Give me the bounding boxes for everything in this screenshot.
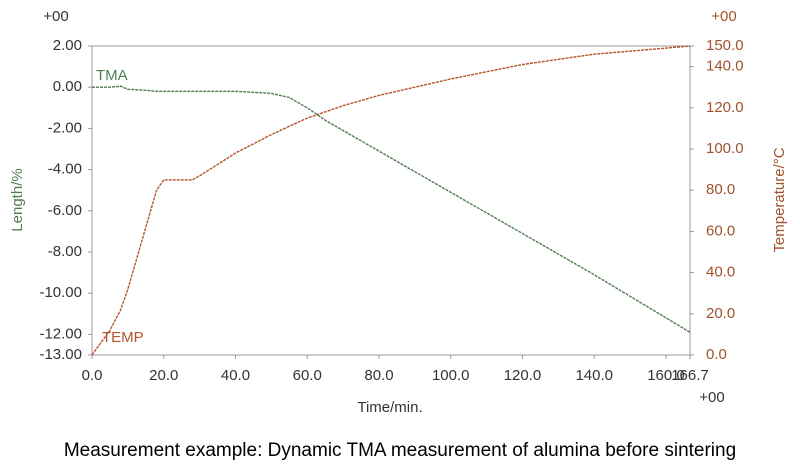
series-label: TMA [96,67,128,84]
series-line [92,85,691,333]
y-tick-label: -13.00 [39,346,82,363]
y-axis-title: Length/% [9,168,26,231]
y2-tick-label: 60.0 [706,222,735,239]
x-tick-label: 60.0 [293,367,322,384]
y-tick-label: 2.00 [53,37,82,54]
y2-tick-label: 140.0 [706,58,744,75]
x-tick-label: 120.0 [504,367,542,384]
x-tick-label: 0.0 [82,367,103,384]
x-exponent: +00 [699,389,724,406]
y-tick-label: -12.00 [39,325,82,342]
x-tick-label: 40.0 [221,367,250,384]
x-axis-title: Time/min. [357,399,422,416]
caption: Measurement example: Dynamic TMA measure… [64,440,736,461]
x-tick-label: 166.7 [671,367,709,384]
y-tick-label: -6.00 [48,202,82,219]
y2-tick-label: 80.0 [706,181,735,198]
y-tick-label: -2.00 [48,119,82,136]
y-exponent: +00 [43,8,68,25]
x-tick-label: 100.0 [432,367,470,384]
plot-frame [91,45,691,356]
y-tick-label: -8.00 [48,243,82,260]
x-tick-label: 20.0 [149,367,178,384]
y2-tick-label: 40.0 [706,264,735,281]
y-tick-label: 0.00 [53,78,82,95]
x-tick-label: 160.0 [647,367,685,384]
y2-tick-label: 0.0 [706,346,727,363]
y2-tick-label: 150.0 [706,37,744,54]
y-tick-label: -4.00 [48,161,82,178]
y2-tick-label: 100.0 [706,140,744,157]
y2-axis-title: Temperature/°C [771,147,788,252]
x-tick-label: 80.0 [364,367,393,384]
series-line [91,45,691,356]
y2-tick-label: 120.0 [706,99,744,116]
y2-exponent: +00 [711,8,736,25]
y-tick-label: -10.00 [39,284,82,301]
series-label: TEMP [102,329,144,346]
x-tick-label: 140.0 [575,367,613,384]
y2-tick-label: 20.0 [706,305,735,322]
